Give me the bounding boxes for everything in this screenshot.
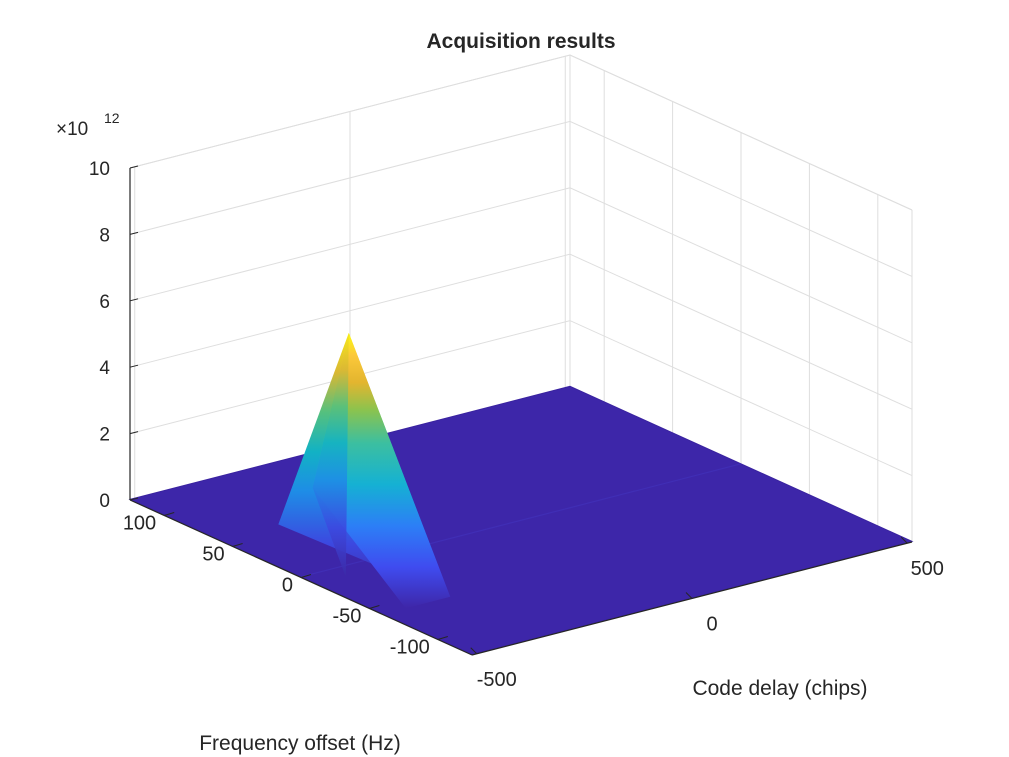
y-tick-mark [164,512,175,516]
y-tick-mark [369,605,380,609]
z-tick-mark [129,165,139,169]
y-tick-label: -50 [332,606,361,628]
z-tick-mark [129,431,139,435]
z-tick-labels: 0 2 4 6 8 10 [89,159,111,512]
x-tick-label: 500 [911,558,944,580]
x-tick-mark [685,592,693,599]
z-exponent-power: 12 [104,110,120,126]
x-tick-label: -500 [477,669,517,691]
y-tick-labels: -100 -50 0 50 100 [123,513,430,659]
y-tick-label: 50 [202,544,224,566]
peak-side-face [312,332,349,577]
x-tick-mark [900,536,908,544]
z-tick-label: 10 [89,159,110,180]
z-gridline [129,54,913,211]
z-gridline [129,187,913,344]
y-tick-label: 100 [123,513,156,535]
x-tick-label: 0 [706,614,717,636]
z-tick-label: 0 [99,491,110,512]
y-tick-mark [437,636,448,640]
x-axis-label: Code delay (chips) [692,677,867,700]
z-tick-mark [129,298,139,302]
y-axis-label: Frequency offset (Hz) [199,732,401,755]
top-gridline [129,54,913,211]
chart-title: Acquisition results [426,30,615,53]
x-tick-mark [470,647,478,655]
y-tick-label: -100 [390,637,430,659]
z-tick-label: 2 [99,425,110,446]
x-tick-labels: -500 0 500 [477,558,944,691]
correlation-surface [128,332,914,655]
z-tick-mark [129,231,139,235]
z-tick-mark [129,497,139,501]
z-gridline [129,253,913,410]
z-tick-label: 4 [99,358,110,379]
z-tick-mark [129,364,139,368]
z-tick-label: 8 [99,225,110,246]
z-exponent-base: ×10 [56,119,88,140]
z-gridline [129,120,913,277]
y-tick-label: 0 [282,575,293,597]
y-tick-mark [232,543,243,547]
z-tick-label: 6 [99,292,110,313]
background-grid [129,54,913,543]
axes [129,165,913,656]
y-tick-mark [300,574,312,578]
